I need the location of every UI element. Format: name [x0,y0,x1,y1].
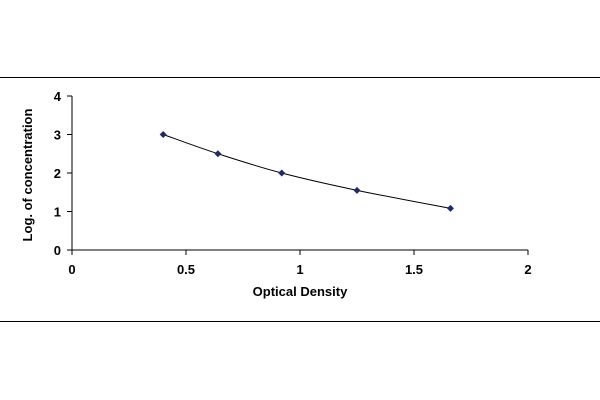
data-point [353,186,361,194]
x-tick-label: 1 [296,262,303,277]
data-point [278,169,286,177]
trend-line [163,134,451,209]
y-tick-label: 4 [54,89,62,104]
x-tick-label: 0 [68,262,75,277]
y-tick-label: 2 [54,166,61,181]
x-tick-label: 1.5 [405,262,423,277]
ticks [67,95,529,255]
data-point [214,150,222,158]
data-point [446,204,454,212]
y-tick-label: 0 [54,243,61,258]
tick-labels: 0 0.5 1 1.5 2 0 1 2 3 4 [54,89,532,277]
y-axis-title: Log. of concentration [20,109,35,242]
y-tick-label: 1 [54,205,61,220]
data-points [159,131,454,212]
chart-frame [0,77,600,322]
y-tick-label: 3 [54,128,61,143]
data-point [159,131,167,138]
x-tick-label: 0.5 [177,262,195,277]
x-tick-label: 2 [524,262,531,277]
x-axis-title: Optical Density [253,284,348,299]
axes [71,96,528,251]
